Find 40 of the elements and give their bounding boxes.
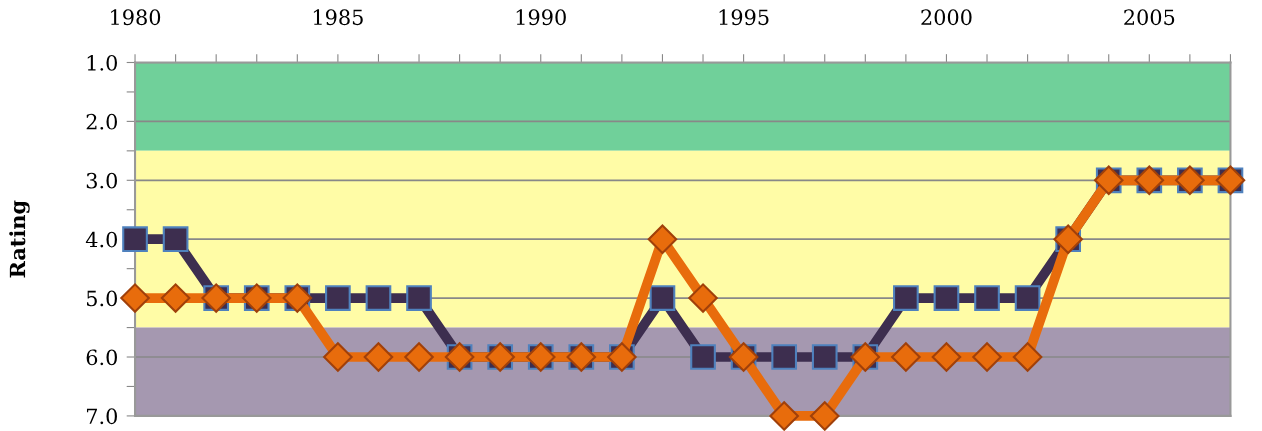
point [771,344,798,370]
point [690,344,716,370]
point [688,283,718,313]
y-tick-label: 1.0 [87,54,117,71]
point [647,224,678,254]
point [120,283,150,313]
x-tick-label: 1990 [516,9,566,26]
x-tick-label: 2000 [921,9,972,26]
y-tick-label: 2.0 [86,113,117,130]
x-tick-label: 2005 [1124,9,1175,26]
point [162,226,189,253]
point [406,285,432,311]
point [931,342,962,372]
point [891,342,921,372]
x-tick-label: 1995 [719,9,769,26]
point [649,285,676,311]
y-tick-label: 5.0 [87,290,117,307]
y-tick-label: 3.0 [86,172,117,189]
point [769,401,799,431]
point [933,285,960,311]
y-axis-title: Rating [9,200,30,278]
point [893,285,919,311]
point [1014,285,1041,311]
point [325,285,351,311]
point [809,401,840,431]
point [974,285,1000,311]
point [404,342,434,372]
point [811,344,838,370]
y-tick-label: 6.0 [86,349,117,366]
x-tick-label: 1985 [313,9,363,26]
point [160,283,191,313]
point [323,342,353,372]
point [122,226,148,253]
point [363,342,394,372]
y-tick-label: 7.0 [86,408,117,425]
point [365,285,392,311]
point [1012,342,1043,372]
point [972,342,1002,372]
y-tick-label: 4.0 [85,231,117,248]
x-tick-label: 1980 [111,9,161,26]
